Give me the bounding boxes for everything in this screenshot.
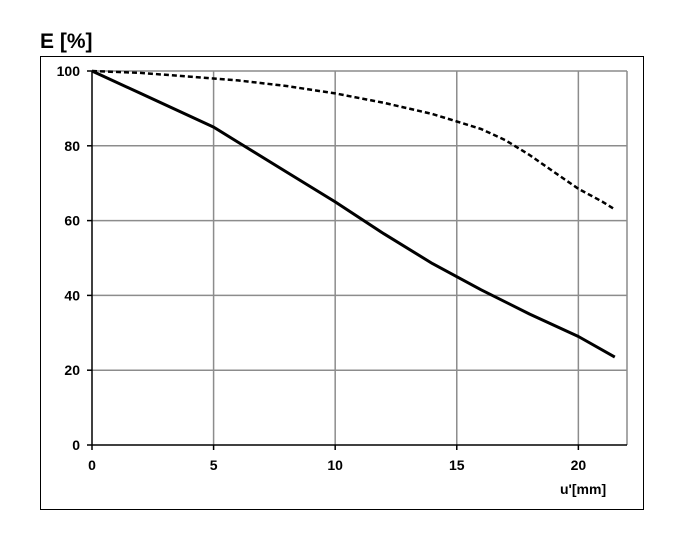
y-tick-label: 80	[64, 138, 80, 154]
x-tick-label: 20	[571, 457, 587, 473]
x-tick-label: 5	[210, 457, 218, 473]
x-tick-label: 15	[449, 457, 465, 473]
axes	[87, 70, 627, 450]
y-tick-label: 100	[57, 63, 81, 79]
tick-labels: 0 20 40 60 80 100 0 5 10 15 20	[57, 63, 587, 473]
y-axis-title: E [%]	[40, 30, 93, 53]
y-tick-label: 0	[72, 437, 80, 453]
x-axis-title: u'[mm]	[560, 481, 607, 497]
x-tick-label: 10	[327, 457, 343, 473]
solid-series-line	[91, 69, 616, 359]
series-lines	[91, 69, 616, 359]
chart-frame	[40, 56, 644, 510]
x-tick-label: 0	[88, 457, 96, 473]
dashed-series-line	[91, 69, 616, 211]
y-tick-label: 40	[64, 287, 80, 303]
y-tick-label: 60	[64, 213, 80, 229]
grid-lines	[92, 70, 628, 445]
y-tick-label: 20	[64, 362, 80, 378]
